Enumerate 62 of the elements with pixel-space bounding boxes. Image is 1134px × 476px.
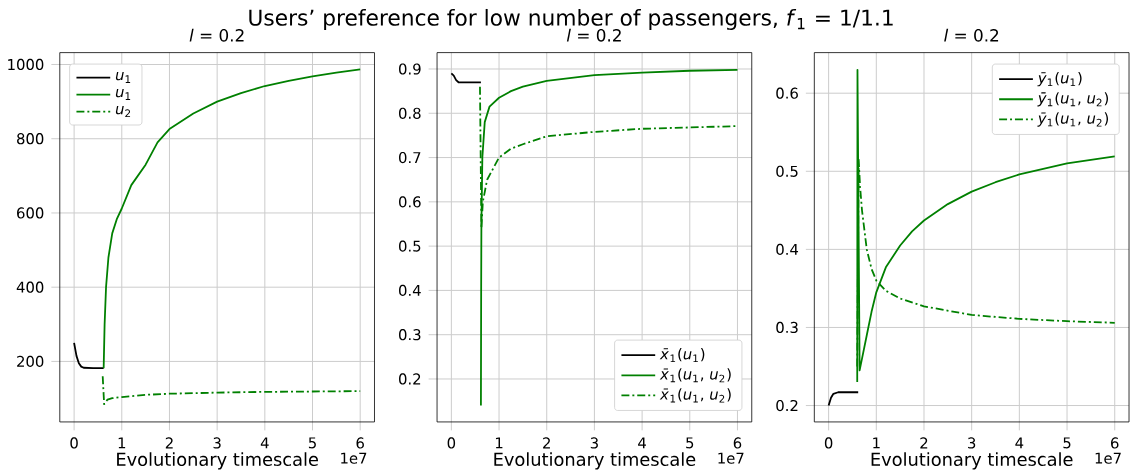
x-tick-label: 5 (1063, 437, 1071, 449)
chart-title: l = 0.2 (944, 28, 999, 42)
line-series (102, 68, 362, 369)
x-tick-label: 6 (356, 437, 364, 449)
x-tick-label: 4 (260, 437, 269, 449)
line-series (101, 375, 362, 405)
y-tick-label: 0.7 (399, 151, 421, 164)
y-tick-label: 800 (17, 133, 44, 145)
x-tick-label: 6 (1111, 437, 1119, 449)
x-tick-label: 2 (920, 437, 928, 449)
x-tick-label: 4 (1015, 437, 1024, 449)
y-tick-label: 0.4 (399, 284, 421, 296)
x-tick-label: 2 (165, 437, 173, 449)
y-tick-label: 1000 (8, 58, 44, 71)
x-tick-label: 5 (686, 437, 694, 449)
y-tick-label: 0.2 (776, 399, 798, 412)
x-tick-label: 0 (447, 437, 456, 449)
x-tick-label: 5 (308, 437, 316, 449)
y-tick-label: 0.5 (776, 165, 798, 177)
legend-label: ȳ$_{1}$(u$_{1}$) (1037, 71, 1082, 87)
x-tick-label: 0 (70, 437, 78, 449)
y-tick-label: 0.3 (399, 329, 421, 341)
legend-label: u$_{1}$ (115, 88, 131, 100)
line-series (856, 68, 1116, 383)
y-tick-label: 200 (17, 355, 44, 368)
y-tick-label: 0.2 (399, 373, 421, 385)
y-tick-label: 0.6 (399, 196, 421, 208)
y-tick-label: 0.5 (399, 240, 421, 252)
line-series (480, 68, 739, 407)
x-axis-title: Evolutionary timescale (117, 452, 318, 470)
y-tick-label: 0.3 (776, 321, 798, 334)
legend-label: x̄$_{1}$(u$_{1}$) (659, 347, 705, 363)
x-tick-label: 3 (213, 437, 221, 449)
text: x̄$_{1}$(u$_{1}$, u$_{2}$) (659, 388, 731, 403)
chart-title: l = 0.2 (566, 28, 621, 42)
legend-label: u$_{2}$ (115, 106, 131, 118)
legend-label: u$_{1}$ (115, 71, 131, 83)
x-tick-label: 1 (118, 437, 126, 449)
y-tick-label: 0.9 (399, 63, 421, 75)
text: 1e7 (1095, 452, 1121, 464)
text: ȳ$_{1}$(u$_{1}$, u$_{2}$) (1037, 112, 1109, 127)
x-axis-title: Evolutionary timescale (871, 452, 1073, 470)
y-tick-label: 0.4 (776, 243, 799, 255)
x-tick-label: 3 (968, 437, 976, 449)
x-tick-label: 2 (543, 437, 550, 449)
x-tick-label: 0 (824, 437, 833, 449)
chart-subtitle: l = 0.2 (189, 28, 244, 42)
x-tick-label: 3 (590, 437, 598, 449)
text: x̄$_{1}$(u$_{1}$, u$_{2}$) (659, 368, 731, 383)
text: 1e7 (718, 452, 744, 464)
x-tick-label: 1 (495, 437, 503, 449)
x-tick-label: 6 (733, 437, 742, 449)
y-tick-label: 600 (17, 207, 44, 219)
y-tick-label: 0.8 (399, 107, 421, 119)
line-series (73, 341, 105, 369)
x-tick-label: 4 (638, 437, 646, 449)
text: 1e7 (341, 452, 367, 464)
text: ȳ$_{1}$(u$_{1}$, u$_{2}$) (1037, 92, 1109, 107)
x-axis-title: Evolutionary timescale (494, 452, 696, 470)
y-tick-label: 400 (16, 281, 44, 293)
y-tick-label: 0.6 (776, 87, 798, 99)
x-tick-label: 1 (873, 437, 880, 449)
